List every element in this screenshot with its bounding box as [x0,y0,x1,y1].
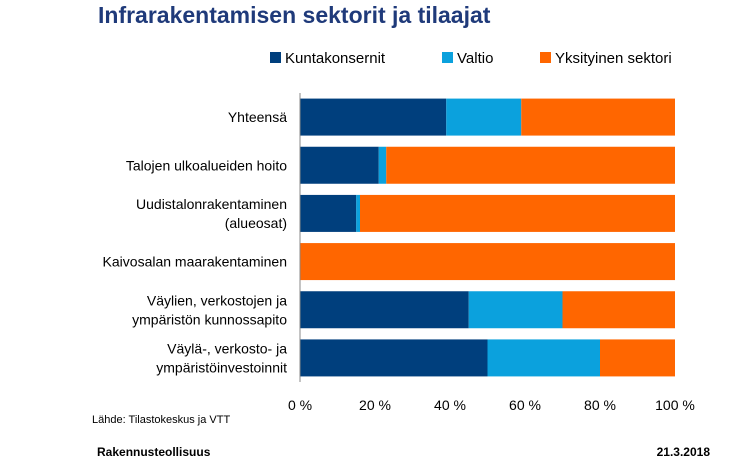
x-tick-label-3: 40 % [434,397,466,413]
bar-6-series-1 [300,339,488,377]
bar-4-series-3 [300,243,675,281]
bar-1-series-1 [300,98,447,136]
category-label-3: Uudistalonrakentaminen (alueosat) [136,196,287,231]
legend-swatch-3 [540,52,551,63]
bar-5-series-2 [468,291,563,329]
chart-title: Infrarakentamisen sektorit ja tilaajat [98,2,491,28]
category-label-5: Väylien, verkostojen ja ympäristön kunnos… [132,292,287,327]
category-label-4: Kaivosalan maarakentaminen [103,254,287,270]
legend-label-2: Valtio [457,50,493,67]
bar-2-series-1 [300,146,379,184]
legend-swatch-2 [442,52,453,63]
legend-swatch-1 [270,52,281,63]
bar-6-series-2 [487,339,600,377]
bar-5-series-1 [300,291,469,329]
bar-3-series-3 [360,194,675,232]
bar-2-series-2 [378,146,387,184]
category-label-2: Talojen ulkoalueiden hoito [126,157,287,173]
legend-label-1: Kuntakonsernit [285,50,386,67]
x-tick-label-2: 20 % [359,397,391,413]
bar-1-series-3 [521,98,675,136]
source-note: Lähde: Tilastokeskus ja VTT [92,414,231,426]
x-tick-label-6: 100 % [655,397,695,413]
x-axis: 0 % 20 % 40 % 60 % 80 % 100 % [288,93,695,413]
category-label-6: Väylä-, verkosto- ja ympäristöinvestoinni… [156,340,287,375]
category-labels: Yhteensä Talojen ulkoalueiden hoito Uudist… [103,109,288,375]
bar-3-series-1 [300,194,357,232]
x-tick-label-4: 60 % [509,397,541,413]
bars [300,98,675,377]
x-tick-label-1: 0 % [288,397,312,413]
footer-date: 21.3.2018 [656,445,710,459]
category-label-1: Yhteensä [228,109,287,125]
bar-5-series-3 [562,291,675,329]
x-tick-label-5: 80 % [584,397,616,413]
legend: Kuntakonsernit Valtio Yksityinen sektori [270,50,672,67]
bar-6-series-3 [600,339,675,377]
legend-label-3: Yksityinen sektori [555,50,672,67]
bar-3-series-2 [356,194,360,232]
footer-organization: Rakennusteollisuus [97,445,211,459]
bar-1-series-2 [446,98,522,136]
bar-2-series-3 [386,146,675,184]
